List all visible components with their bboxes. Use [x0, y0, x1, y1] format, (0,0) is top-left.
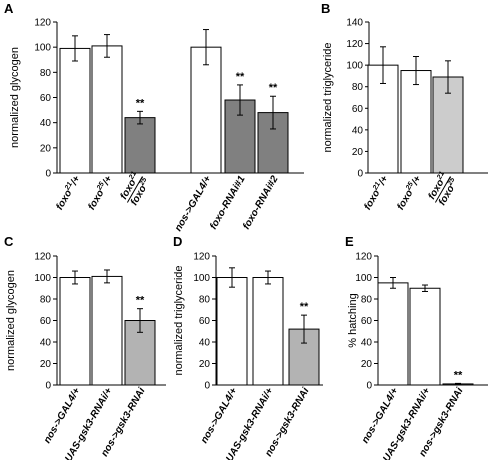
category-label: foxo25/+	[85, 173, 114, 212]
category-label: foxo21/+	[53, 173, 82, 212]
y-tick-label: 0	[45, 169, 51, 180]
bar	[216, 277, 248, 386]
category-label: foxo21/+	[361, 173, 390, 212]
chart-panel-A: A 0 20 40 60 80 100 120 normalized glycogen foxo2…	[4, 1, 304, 233]
significance-mark: **	[454, 369, 463, 381]
panel-letter: A	[4, 1, 14, 16]
category-label-text: foxo25/+	[85, 173, 114, 212]
y-tick-label: 80	[199, 295, 211, 306]
y-tick-label: 0	[45, 381, 51, 392]
fraction-line	[434, 176, 451, 203]
category-label-text: foxo21/+	[53, 173, 82, 212]
y-tick-label: 100	[34, 273, 51, 284]
y-tick-label: 80	[40, 68, 52, 79]
bar	[59, 277, 91, 386]
y-tick-label: 120	[193, 252, 210, 263]
y-tick-label: 20	[199, 359, 211, 370]
y-tick-label: 60	[40, 316, 52, 327]
y-tick-label: 100	[355, 273, 372, 284]
panel-letter: D	[173, 234, 182, 249]
bar	[190, 46, 222, 174]
y-tick-label: 60	[40, 93, 52, 104]
y-axis-label: normalized glycogen	[5, 270, 17, 371]
y-tick-label: 80	[40, 295, 52, 306]
y-tick-label: 140	[346, 18, 363, 29]
y-tick-label: 0	[204, 381, 210, 392]
y-tick-label: 120	[34, 252, 51, 263]
bar	[59, 47, 91, 174]
bar	[124, 117, 156, 174]
bar	[252, 277, 284, 386]
significance-mark: **	[300, 301, 309, 313]
y-tick-label: 120	[34, 18, 51, 29]
bar	[400, 70, 432, 174]
y-axis-label: % hatching	[347, 293, 359, 347]
y-tick-label: 20	[40, 359, 52, 370]
y-tick-label: 80	[352, 82, 364, 93]
panel-letter: B	[321, 1, 330, 16]
fraction-line	[126, 176, 143, 203]
y-tick-label: 60	[352, 104, 364, 115]
bar	[91, 45, 123, 174]
category-label-text: foxo-RNAi#2	[241, 174, 281, 232]
category-label: nos->GAL4/+	[199, 386, 240, 446]
bar	[377, 282, 409, 386]
y-tick-label: 100	[193, 273, 210, 284]
y-axis-label: normalized triglyceride	[322, 42, 334, 152]
category-label-text: foxo21/+	[361, 173, 390, 212]
bar	[91, 275, 123, 386]
category-label: foxo-RNAi#2	[241, 174, 281, 232]
significance-mark: **	[269, 82, 278, 94]
category-label: nos->GAL4/+	[173, 174, 214, 234]
y-tick-label: 60	[199, 316, 211, 327]
bar	[409, 287, 441, 386]
panel-letter: C	[4, 234, 14, 249]
category-label-text: foxo25/+	[394, 173, 423, 212]
y-tick-label: 40	[361, 338, 373, 349]
significance-mark: **	[236, 71, 245, 83]
y-tick-label: 0	[357, 169, 363, 180]
y-tick-label: 40	[199, 338, 211, 349]
category-label: foxo25/+	[394, 173, 423, 212]
y-tick-label: 20	[40, 143, 52, 154]
y-tick-label: 120	[355, 252, 372, 263]
y-tick-label: 40	[40, 338, 52, 349]
y-tick-label: 80	[361, 295, 373, 306]
y-tick-label: 20	[361, 359, 373, 370]
significance-mark: **	[136, 97, 145, 109]
y-tick-label: 0	[366, 381, 372, 392]
y-tick-label: 40	[352, 125, 364, 136]
chart-panel-B: B 0 20 40 60 80 100 120 140 normalized triglyceri…	[321, 1, 488, 212]
y-tick-label: 40	[40, 118, 52, 129]
category-label-text: nos->GAL4/+	[199, 386, 240, 446]
panel-letter: E	[345, 234, 354, 249]
y-tick-label: 60	[361, 316, 373, 327]
y-axis-label: normalized glycogen	[9, 47, 21, 148]
y-tick-label: 120	[346, 39, 363, 50]
significance-mark: **	[136, 295, 145, 307]
y-axis-label: normalized triglyceride	[173, 265, 185, 375]
chart-panel-D: D 0 20 40 60 80 100 120 normalized triglyceride n…	[173, 234, 323, 460]
category-label-text: nos->GAL4/+	[173, 174, 214, 234]
y-tick-label: 20	[352, 147, 364, 158]
y-tick-label: 100	[34, 43, 51, 54]
y-tick-label: 100	[346, 61, 363, 72]
